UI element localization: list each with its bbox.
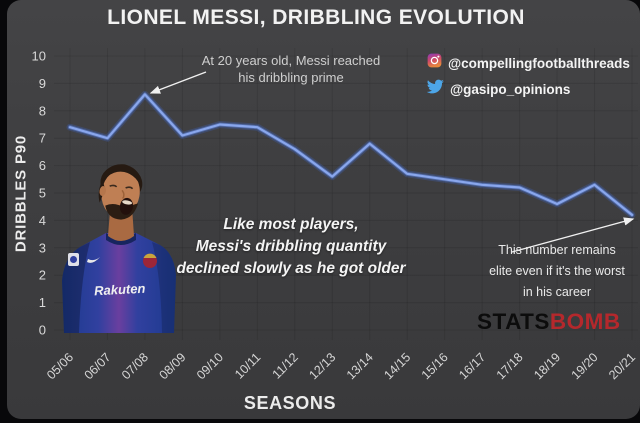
annotation-line: This number remains [498, 243, 616, 257]
statsbomb-logo-black: STATS [477, 309, 550, 334]
y-tick-label: 8 [39, 103, 46, 118]
annotation-line: Messi's dribbling quantity [195, 238, 387, 255]
messi-photo: Rakuten [62, 164, 176, 333]
x-tick-label: 14/15 [381, 350, 413, 382]
x-tick-label: 10/11 [232, 350, 263, 381]
annotation-line: Like most players, [223, 216, 359, 233]
dribbles-line-series [68, 93, 634, 216]
x-tick-label: 13/14 [344, 350, 376, 382]
x-tick-label: 08/09 [157, 350, 189, 382]
annotation-arrow [511, 217, 635, 253]
x-tick-label: 12/13 [306, 350, 338, 382]
annotation-line: declined slowly as he got older [176, 260, 406, 277]
y-axis-title: DRIBBLES P90 [12, 134, 30, 253]
annotation-arrow [149, 71, 207, 94]
y-tick-label: 4 [39, 213, 46, 228]
twitter-icon [426, 79, 444, 99]
twitter-handle: @gasipo_opinions [450, 81, 571, 97]
x-tick-label: 20/21 [606, 350, 638, 382]
sleeve-patch-emblem [70, 256, 77, 263]
x-axis-title: SEASONS [243, 393, 337, 413]
x-tick-label: 11/12 [270, 350, 301, 381]
annotation-line: At 20 years old, Messi reached [201, 53, 381, 68]
y-tick-label: 10 [32, 49, 46, 64]
club-crest-top [143, 253, 157, 258]
x-tick-label: 06/07 [82, 350, 114, 382]
annotation-line: elite even if it's the worst [489, 264, 625, 278]
page-title: LIONEL MESSI, DRIBBLING EVOLUTION [107, 6, 525, 29]
x-tick-label: 15/16 [419, 350, 451, 382]
x-tick-label: 18/19 [531, 350, 563, 382]
annotation-line: his dribbling prime [238, 70, 344, 85]
annotation-decline: Like most players, Messi's dribbling qua… [158, 214, 424, 280]
statsbomb-logo-red: BOMB [549, 309, 621, 334]
statsbomb-logo: STATSBOMB [477, 309, 621, 335]
twitter-row: @gasipo_opinions [426, 79, 630, 99]
y-tick-label: 2 [39, 268, 46, 283]
x-tick-label: 05/06 [44, 350, 76, 382]
swoosh-icon [87, 257, 100, 263]
x-tick-label: 16/17 [456, 350, 488, 382]
y-tick-label: 5 [39, 186, 46, 201]
x-tick-label: 07/08 [119, 350, 151, 382]
jersey-sponsor-text: Rakuten [94, 281, 146, 299]
x-tick-label: 19/20 [569, 350, 601, 382]
y-tick-label: 7 [39, 131, 46, 146]
y-tick-label: 9 [39, 76, 46, 91]
x-tick-label: 17/18 [494, 350, 526, 382]
y-tick-label: 1 [39, 295, 46, 310]
instagram-row: @compellingfootballthreads [427, 53, 630, 73]
annotation-worst-season: This number remains elite even if it's t… [468, 240, 640, 303]
y-tick-label: 3 [39, 240, 46, 255]
annotation-dribbling-prime: At 20 years old, Messi reached his dribb… [185, 52, 397, 86]
jersey-shadow-right [152, 242, 176, 333]
y-tick-label: 6 [39, 158, 46, 173]
social-handles: @compellingfootballthreads @gasipo_opini… [426, 53, 630, 105]
head [98, 164, 143, 220]
y-tick-label: 0 [39, 323, 46, 338]
instagram-handle: @compellingfootballthreads [448, 55, 630, 71]
x-tick-label: 09/10 [194, 350, 226, 382]
annotation-line: in his career [522, 285, 592, 299]
instagram-icon [427, 53, 442, 73]
